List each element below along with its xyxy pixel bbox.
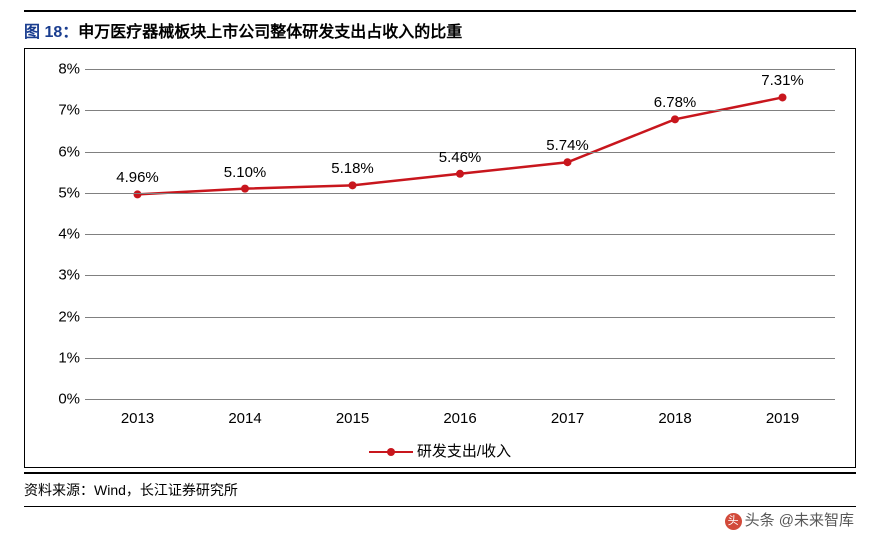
figure-number: 图 18： — [24, 24, 78, 41]
x-tick-label: 2016 — [443, 410, 476, 427]
data-point-label: 7.31% — [761, 72, 804, 89]
y-tick-label: 6% — [35, 143, 80, 160]
legend-label: 研发支出/收入 — [417, 443, 511, 460]
legend-marker — [369, 445, 413, 459]
data-point-label: 6.78% — [654, 94, 697, 111]
source-label: 资料来源： — [24, 482, 94, 498]
gridline — [85, 193, 835, 194]
source-footer: 资料来源：Wind，长江证券研究所 — [24, 472, 856, 507]
x-tick-label: 2019 — [766, 410, 799, 427]
y-tick-label: 5% — [35, 184, 80, 201]
plot-area: 0%1%2%3%4%5%6%7%8%2013201420152016201720… — [85, 69, 835, 399]
figure-title-text: 申万医疗器械板块上市公司整体研发支出占收入的比重 — [78, 24, 462, 41]
figure-title: 图 18：申万医疗器械板块上市公司整体研发支出占收入的比重 — [24, 10, 856, 48]
y-tick-label: 1% — [35, 349, 80, 366]
x-tick-label: 2015 — [336, 410, 369, 427]
figure-container: 图 18：申万医疗器械板块上市公司整体研发支出占收入的比重 0% 1% 2% 3% 4%… — [0, 0, 880, 542]
gridline — [85, 234, 835, 235]
x-tick-label: 2018 — [658, 410, 691, 427]
data-point-marker — [349, 181, 357, 189]
y-tick-label: 2% — [35, 308, 80, 325]
data-point-marker — [134, 190, 142, 198]
data-point-marker — [456, 170, 464, 178]
data-point-marker — [564, 158, 572, 166]
chart-box: 0% 1% 2% 3% 4% 5% 6% 7% 8% 2013 2014 2015 2016 2017 20… — [24, 48, 856, 468]
y-tick-label: 8% — [35, 61, 80, 78]
x-tick-label: 2017 — [551, 410, 584, 427]
watermark-logo-icon: 头 — [725, 513, 742, 530]
gridline — [85, 358, 835, 359]
x-tick-label: 2014 — [228, 410, 261, 427]
legend-dot-icon — [387, 448, 395, 456]
data-point-marker — [671, 115, 679, 123]
data-point-label: 5.18% — [331, 160, 374, 177]
y-tick-label: 3% — [35, 267, 80, 284]
watermark-text: 头条 @未来智库 — [745, 512, 854, 529]
gridline — [85, 110, 835, 111]
x-tick-label: 2013 — [121, 410, 154, 427]
gridline — [85, 275, 835, 276]
data-point-label: 4.96% — [116, 169, 159, 186]
data-point-label: 5.10% — [224, 164, 267, 181]
y-tick-label: 4% — [35, 226, 80, 243]
y-tick-label: 7% — [35, 102, 80, 119]
watermark: 头头条 @未来智库 — [725, 509, 854, 530]
data-point-marker — [779, 93, 787, 101]
data-point-label: 5.46% — [439, 149, 482, 166]
legend: 研发支出/收入 — [25, 440, 855, 461]
gridline — [85, 399, 835, 400]
gridline — [85, 69, 835, 70]
y-tick-label: 0% — [35, 391, 80, 408]
gridline — [85, 317, 835, 318]
data-point-label: 5.74% — [546, 137, 589, 154]
source-text: Wind，长江证券研究所 — [94, 482, 238, 498]
data-point-marker — [241, 185, 249, 193]
